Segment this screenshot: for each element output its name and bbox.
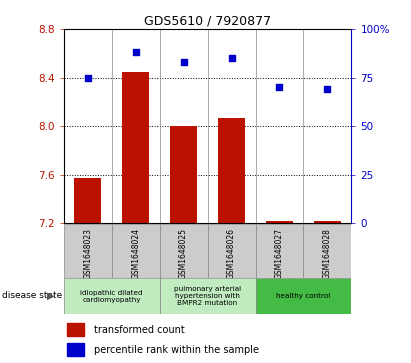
Point [84, 75, 91, 81]
Bar [74, 178, 101, 223]
Point [180, 59, 187, 65]
Text: GSM1648023: GSM1648023 [83, 228, 92, 279]
Bar [64, 224, 112, 278]
Bar [122, 72, 149, 223]
Bar [208, 224, 256, 278]
Bar [67, 323, 84, 336]
Text: disease state: disease state [2, 291, 62, 300]
Bar [256, 224, 303, 278]
Bar [112, 224, 159, 278]
Bar [303, 224, 351, 278]
Bar [159, 224, 208, 278]
Bar [314, 221, 341, 223]
Bar [266, 221, 293, 223]
Text: pulmonary arterial
hypertension with
BMPR2 mutation: pulmonary arterial hypertension with BMP… [174, 286, 241, 306]
Point [132, 49, 139, 55]
Text: GSM1648028: GSM1648028 [323, 228, 332, 279]
Text: ▶: ▶ [47, 291, 55, 301]
Bar [218, 118, 245, 223]
Point [276, 84, 283, 90]
Text: GSM1648026: GSM1648026 [227, 228, 236, 279]
Bar [67, 343, 84, 356]
Bar [171, 126, 197, 223]
Text: healthy control: healthy control [276, 293, 330, 299]
Text: GSM1648024: GSM1648024 [131, 228, 140, 279]
Title: GDS5610 / 7920877: GDS5610 / 7920877 [144, 15, 271, 28]
Bar [159, 278, 256, 314]
Text: GSM1648027: GSM1648027 [275, 228, 284, 279]
Text: GSM1648025: GSM1648025 [179, 228, 188, 279]
Text: percentile rank within the sample: percentile rank within the sample [94, 345, 259, 355]
Bar [64, 278, 159, 314]
Bar [256, 278, 351, 314]
Point [228, 55, 235, 61]
Text: idiopathic dilated
cardiomyopathy: idiopathic dilated cardiomyopathy [80, 290, 143, 303]
Text: transformed count: transformed count [94, 325, 185, 335]
Point [324, 86, 331, 92]
